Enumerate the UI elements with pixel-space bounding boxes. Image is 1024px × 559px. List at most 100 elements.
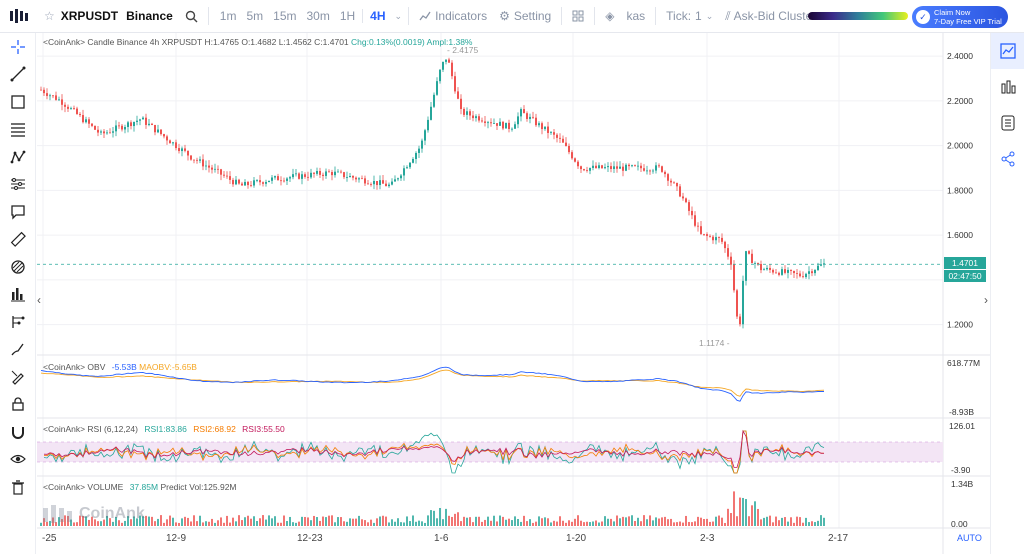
volume-bar [469, 517, 471, 526]
timeframe-30m[interactable]: 30m [306, 9, 330, 23]
volume-bar [691, 522, 693, 526]
candle-body [406, 167, 408, 169]
fib-tool[interactable] [0, 171, 36, 199]
volume-profile-tool[interactable] [0, 281, 36, 309]
chevron-down-icon[interactable]: ⌄ [394, 10, 403, 21]
position-tool[interactable] [0, 308, 36, 336]
bar-stats-icon [1001, 80, 1016, 94]
candle-body [265, 182, 267, 184]
volume-bar [247, 515, 249, 526]
volume-bar [757, 508, 759, 526]
magnet-snap-tool[interactable] [0, 418, 36, 446]
star-icon[interactable]: ☆ [44, 9, 55, 23]
rsi-axis-top: 126.01 [949, 421, 975, 431]
collapse-left-panel-button[interactable]: ‹ [37, 293, 41, 307]
crosshair-tool[interactable] [0, 33, 36, 61]
annotation-tool[interactable] [0, 198, 36, 226]
volume-bar [454, 513, 456, 526]
lock-tool[interactable] [0, 391, 36, 419]
setting-button[interactable]: ⚙ Setting [493, 0, 557, 33]
timeframe-1m[interactable]: 1m [219, 9, 237, 23]
volume-bar [823, 517, 825, 526]
candle-body [505, 122, 507, 129]
volume-bar [460, 521, 462, 526]
hide-drawings-tool[interactable] [0, 446, 36, 474]
candle-body [109, 132, 111, 134]
volume-bar [769, 515, 771, 526]
volume-bar [820, 515, 822, 526]
list-panel-button[interactable] [991, 105, 1024, 141]
volume-bar [130, 519, 132, 526]
brush-tool[interactable] [0, 336, 36, 364]
candle-body [568, 145, 570, 153]
volume-bar [781, 517, 783, 526]
trend-line-tool[interactable] [0, 61, 36, 89]
volume-bar [661, 517, 663, 526]
rectangle-icon [11, 95, 25, 109]
volume-bar [526, 521, 528, 526]
stripe-icon [11, 260, 25, 274]
timeframe-1h[interactable]: 1H [339, 9, 356, 23]
pattern-icon [10, 150, 26, 164]
volume-bar [721, 517, 723, 526]
volume-bar [439, 507, 441, 526]
drawing-toolbar [0, 33, 36, 554]
timeframe-4h[interactable]: 4H [370, 9, 386, 23]
volume-bar [340, 517, 342, 526]
volume-bar [235, 521, 237, 526]
rectangle-tool[interactable] [0, 88, 36, 116]
app-logo[interactable] [0, 0, 38, 33]
share-button[interactable] [991, 141, 1024, 177]
layout-button[interactable] [566, 0, 590, 33]
volume-bar [445, 508, 447, 526]
candle-body [718, 237, 720, 238]
search-button[interactable] [179, 0, 204, 33]
volume-bar [151, 516, 153, 526]
volume-bar [49, 520, 51, 526]
claim-vip-trial-button[interactable]: ✓ Claim Now 7-Day Free VIP Trial [912, 6, 1008, 28]
candle-body [622, 166, 624, 171]
tick-selector[interactable]: Tick: 1 ⌄ [660, 0, 719, 33]
volume-bar [193, 515, 195, 526]
volume-bar [706, 518, 708, 526]
stats-panel-button[interactable] [991, 69, 1024, 105]
volume-bar [259, 518, 261, 526]
candle-body [652, 170, 654, 172]
heatmap-gradient-slider[interactable] [808, 12, 908, 20]
volume-bar [154, 521, 156, 526]
volume-bar [496, 521, 498, 526]
horizontal-lines-tool[interactable] [0, 116, 36, 144]
symbol-selector[interactable]: ☆ XRPUSDT Binance [38, 0, 179, 33]
volume-bar [382, 515, 384, 526]
chart-area[interactable]: - 2.4175 1.1174 - 2.4000 2.2000 2.0000 1.800… [37, 33, 990, 554]
candle-body [361, 178, 363, 180]
chart-panel-button[interactable] [991, 33, 1024, 69]
pattern-tool[interactable] [0, 143, 36, 171]
volume-bar [289, 516, 291, 526]
candle-body [253, 180, 255, 186]
candle-body [487, 122, 489, 124]
volume-bar [223, 522, 225, 526]
candle-body [211, 167, 213, 170]
delete-drawings-tool[interactable] [0, 473, 36, 501]
volume-bar [436, 518, 438, 526]
magnet-tool[interactable] [0, 253, 36, 281]
price-axis-label: 2.4000 [947, 51, 973, 61]
volume-bar [811, 521, 813, 526]
timeframe-5m[interactable]: 5m [246, 9, 264, 23]
candlestick-chart[interactable]: - 2.4175 1.1174 - 2.4000 2.2000 2.0000 1.800… [37, 33, 990, 554]
timeframe-15m[interactable]: 15m [273, 9, 297, 23]
volume-bar [412, 515, 414, 526]
ruler-tool[interactable] [0, 226, 36, 254]
candle-body [382, 180, 384, 184]
volume-bar [73, 522, 75, 526]
candle-body [766, 267, 768, 270]
kas-button[interactable]: kas [620, 0, 651, 33]
indicators-button[interactable]: Indicators [413, 0, 493, 33]
candle-body [133, 121, 135, 127]
auto-scale-button[interactable]: AUTO [957, 533, 982, 543]
eye-toggle-button[interactable]: ◈ [599, 0, 620, 33]
collapse-right-panel-button[interactable]: › [984, 293, 988, 307]
lock-drawings-tool[interactable] [0, 363, 36, 391]
candle-body [304, 174, 306, 177]
